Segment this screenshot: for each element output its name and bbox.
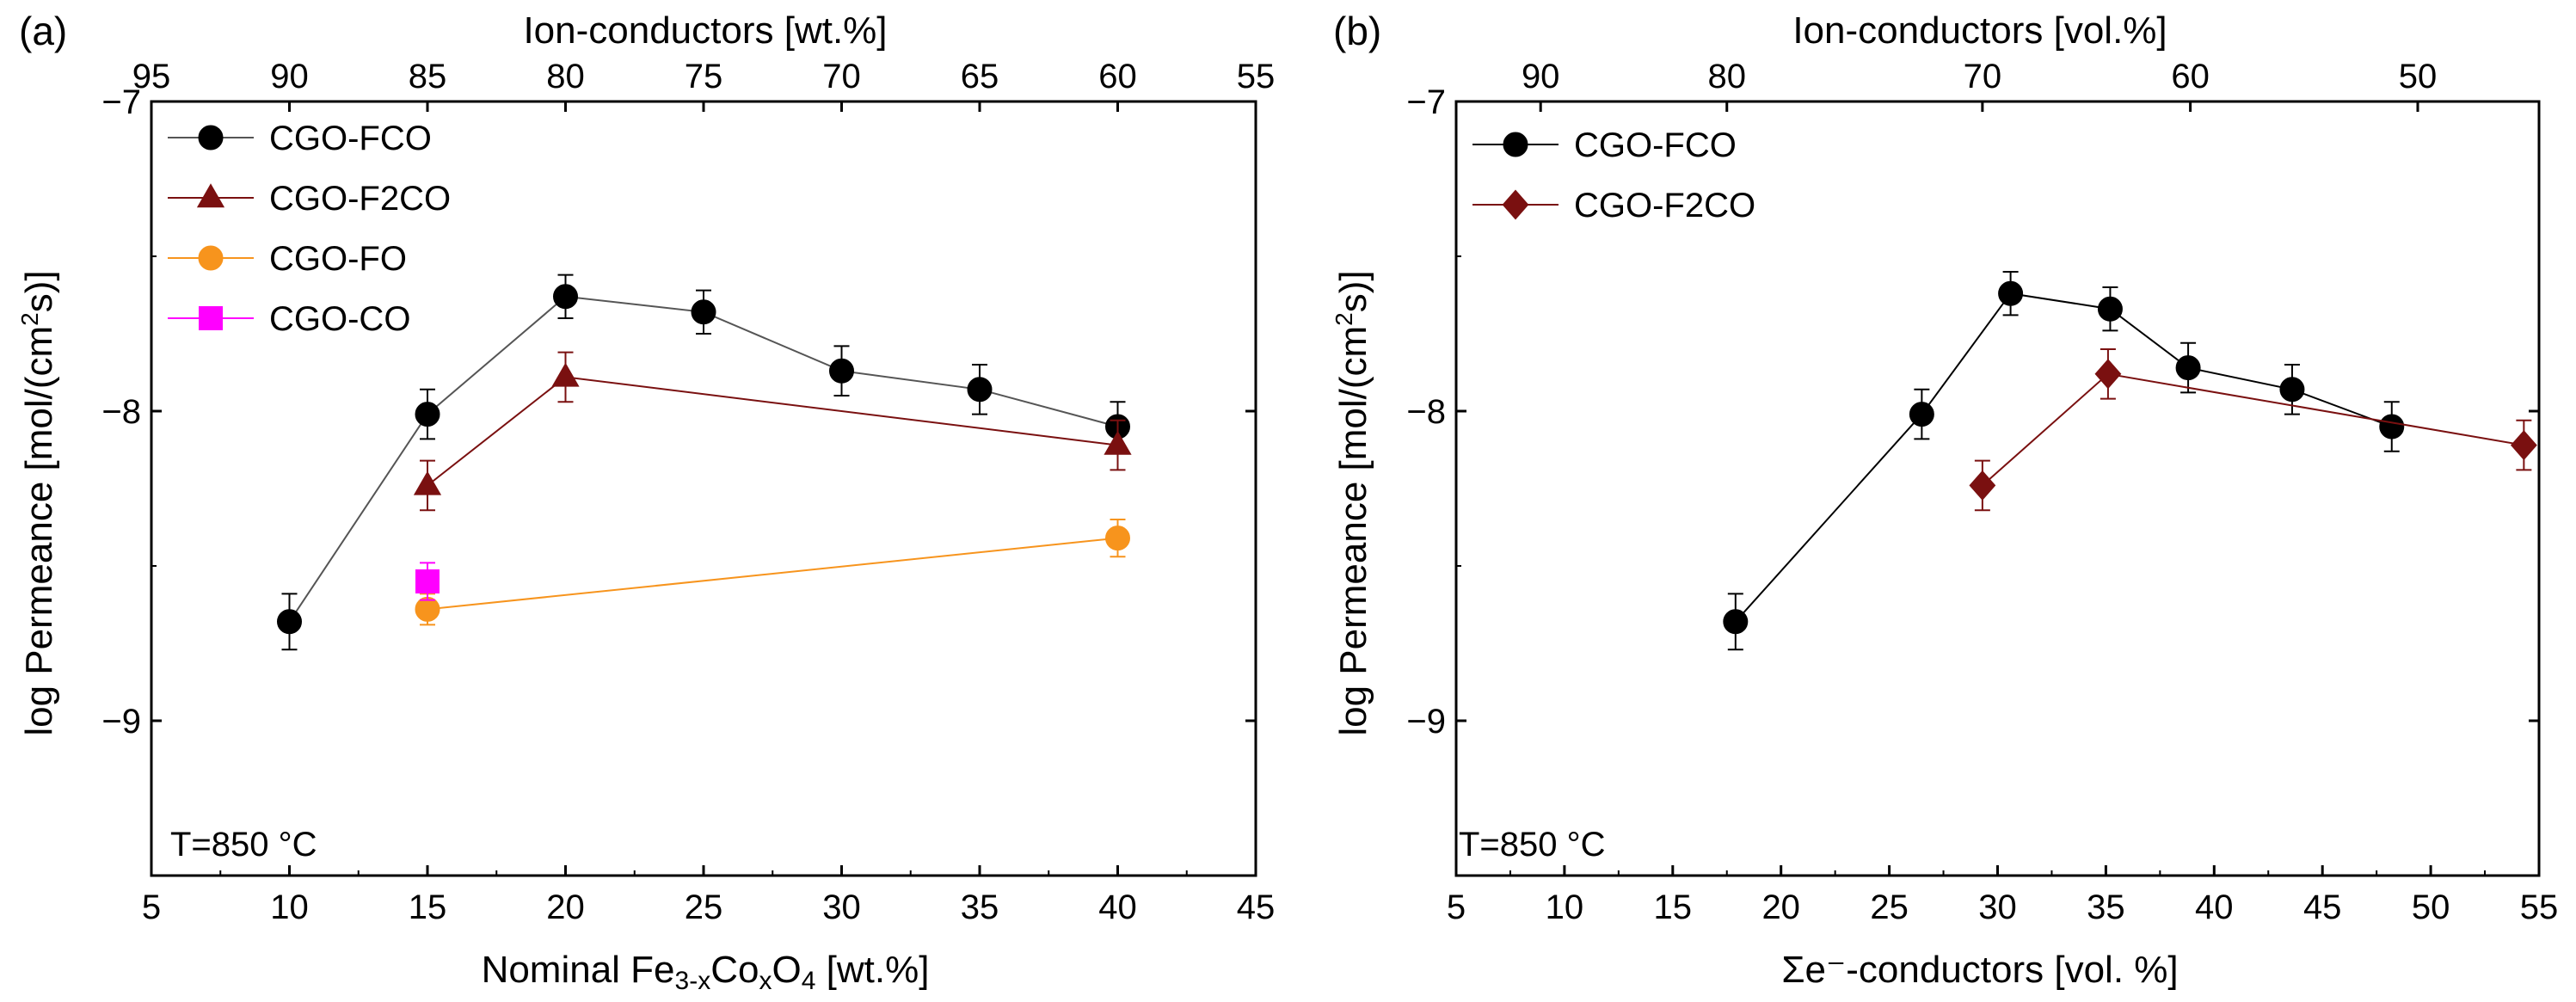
data-point [415,596,440,622]
data-point [415,402,440,427]
top-tick-label: 80 [546,58,585,95]
x-tick-label: 5 [142,888,161,926]
top-tick-label: 80 [1708,58,1747,95]
data-point [2097,296,2123,322]
x-axis-label-b: Σe⁻-conductors [vol. %] [1781,949,2178,991]
data-point [551,362,580,387]
legend-label: CGO-FO [269,240,407,278]
data-point [415,569,440,593]
series-cgo-fco [277,274,1130,651]
top-tick-label: 70 [1964,58,2002,95]
x-tick-label: 45 [1237,888,1276,926]
top-tick-label: 50 [2399,58,2438,95]
chart-panel-b: (b) Ion-conductors [vol.%] Σe⁻-conductor… [1331,9,2558,991]
data-point [1909,402,1934,427]
data-point [2094,359,2122,390]
legend-label: CGO-F2CO [269,180,451,218]
x-tick-label: 35 [2087,888,2125,926]
chart-panel-a: (a) Ion-conductors [wt.%] Nominal Fe3-xC… [16,9,1275,995]
y-axis-label-b: log Permeance [mol/(cm2s)] [1331,270,1374,735]
top-tick-label: 70 [822,58,861,95]
plot-frame-a [150,100,1257,877]
y-tick-label: −8 [1406,393,1446,431]
legend-marker [199,306,223,330]
legend-label: CGO-CO [269,300,410,338]
x-tick-label: 30 [822,888,861,926]
data-point [277,609,302,635]
x-tick-label: 5 [1447,888,1466,926]
data-point [2175,355,2201,381]
x-tick-label: 10 [270,888,309,926]
legend-label: CGO-FCO [1574,126,1737,164]
series-line [427,376,1118,487]
legend-label: CGO-F2CO [1574,187,1755,224]
series-line [427,537,1118,611]
legend-marker [196,183,225,208]
y-tick-label: −7 [1406,83,1446,121]
top-tick-label: 55 [1237,58,1276,95]
legend-marker [1503,132,1528,157]
series-line [288,295,1118,623]
series-line [1982,372,2524,487]
data-point [553,284,578,310]
data-point [2510,430,2537,461]
y-tick-label: −7 [101,83,141,121]
x-axis-label-a: Nominal Fe3-xCoxO4 [wt.%] [482,949,930,995]
panel-label-b: (b) [1333,9,1381,53]
series-line [1735,292,2393,623]
y-axis-label-a: log Permeance [mol/(cm2s)] [16,270,60,735]
data-point [1969,470,1996,501]
x-tick-label: 35 [961,888,999,926]
top-tick-label: 60 [1098,58,1137,95]
top-tick-label: 65 [961,58,999,95]
data-point [1723,609,1749,635]
x-tick-label: 30 [1978,888,2017,926]
top-tick-label: 85 [409,58,447,95]
x-tick-label: 15 [1654,888,1693,926]
legend-label: CGO-FCO [269,120,432,157]
x-tick-label: 55 [2520,888,2559,926]
x-tick-label: 25 [685,888,723,926]
top-tick-label: 95 [132,58,171,95]
data-point [413,470,442,495]
series-cgo-f2co [413,351,1132,512]
data-point [2379,414,2405,440]
top-tick-label: 75 [685,58,723,95]
data-point [967,377,993,403]
legend-marker [198,245,224,271]
data-point [829,358,854,384]
x-tick-label: 40 [1098,888,1137,926]
series-cgo-f2co [1969,348,2537,512]
panel-label-a: (a) [19,9,67,53]
x-tick-label: 25 [1870,888,1909,926]
temperature-annotation-a: T=850 °C [170,826,317,864]
y-tick-label: −8 [101,393,141,431]
x-tick-label: 10 [1546,888,1584,926]
series-cgo-co [415,562,440,601]
series-cgo-fco [1723,271,2405,651]
temperature-annotation-b: T=850 °C [1459,826,1606,864]
x-tick-label: 20 [546,888,585,926]
data-point [1105,526,1130,551]
y-tick-label: −9 [101,703,141,741]
series-cgo-fo [415,519,1130,626]
top-tick-label: 60 [2171,58,2210,95]
x-tick-label: 40 [2195,888,2234,926]
top-tick-label: 90 [270,58,309,95]
data-point [2279,377,2305,403]
top-axis-label-b: Ion-conductors [vol.%] [1792,9,2167,52]
x-tick-label: 50 [2412,888,2450,926]
top-tick-label: 90 [1522,58,1560,95]
legend-marker [198,125,224,151]
legend-marker [1502,189,1529,220]
x-tick-label: 45 [2303,888,2342,926]
x-tick-label: 20 [1761,888,1800,926]
y-tick-label: −9 [1406,703,1446,741]
data-point [691,299,716,325]
data-point [1104,430,1132,455]
data-point [1998,280,2024,306]
x-tick-label: 15 [409,888,447,926]
top-axis-label-a: Ion-conductors [wt.%] [523,9,887,52]
